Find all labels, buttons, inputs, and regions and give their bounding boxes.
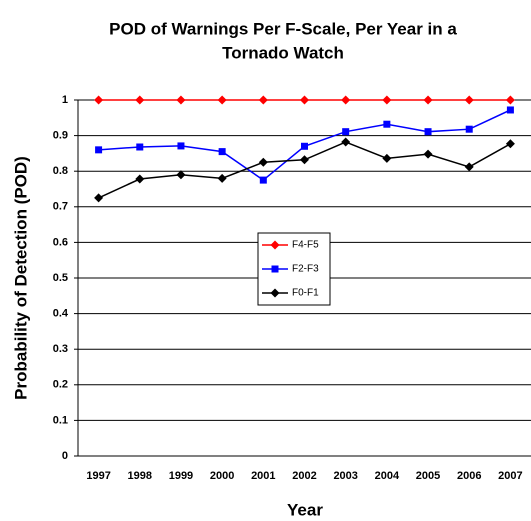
y-tick-label: 1 bbox=[62, 94, 68, 106]
data-point bbox=[424, 128, 432, 136]
y-tick-label: 0.5 bbox=[53, 272, 68, 284]
data-point bbox=[301, 142, 308, 150]
legend-label: F4-F5 bbox=[292, 240, 319, 251]
data-point bbox=[423, 149, 433, 159]
y-tick-label: 0.2 bbox=[53, 379, 68, 391]
x-tick-label: 2002 bbox=[292, 470, 316, 482]
data-point bbox=[95, 146, 103, 154]
x-tick-label: 2000 bbox=[210, 470, 234, 482]
data-point bbox=[177, 142, 185, 150]
data-point bbox=[94, 95, 104, 105]
data-point bbox=[218, 148, 226, 156]
x-tick-label: 1998 bbox=[128, 470, 152, 482]
series-line bbox=[98, 141, 511, 199]
y-tick-label: 0.1 bbox=[53, 414, 68, 426]
legend-marker bbox=[270, 288, 280, 298]
y-tick-label: 0.3 bbox=[53, 343, 68, 355]
data-point bbox=[217, 95, 227, 105]
legend-label: F2-F3 bbox=[292, 264, 319, 275]
x-tick-label: 2007 bbox=[498, 470, 522, 482]
data-point bbox=[259, 176, 267, 184]
data-point bbox=[258, 157, 268, 167]
data-point bbox=[464, 162, 474, 172]
data-point bbox=[135, 174, 145, 184]
legend-marker bbox=[270, 240, 280, 250]
x-tick-label: 2003 bbox=[333, 470, 357, 482]
x-tick-label: 2006 bbox=[457, 470, 481, 482]
y-tick-label: 0.8 bbox=[53, 165, 68, 177]
y-tick-label: 0.7 bbox=[53, 201, 68, 213]
x-tick-label: 2004 bbox=[375, 470, 400, 482]
data-point bbox=[505, 139, 515, 149]
data-point bbox=[382, 95, 392, 105]
x-axis-label: Year bbox=[287, 500, 323, 519]
y-tick-label: 0.6 bbox=[53, 236, 68, 248]
x-tick-label: 2001 bbox=[251, 470, 275, 482]
y-tick-label: 0 bbox=[62, 450, 68, 462]
data-point bbox=[506, 106, 514, 114]
chart-title: POD of Warnings Per F-Scale, Per Year in… bbox=[109, 19, 457, 38]
data-point bbox=[382, 153, 392, 163]
chart-title: Tornado Watch bbox=[222, 43, 344, 62]
data-point bbox=[94, 193, 104, 203]
data-point bbox=[136, 143, 144, 151]
data-point bbox=[505, 95, 515, 105]
data-point bbox=[465, 125, 473, 133]
y-tick-label: 0.4 bbox=[53, 308, 69, 320]
data-point bbox=[383, 120, 391, 128]
data-point bbox=[300, 95, 309, 105]
data-point bbox=[217, 173, 227, 183]
data-point bbox=[300, 155, 309, 165]
data-point bbox=[423, 95, 433, 105]
data-point bbox=[342, 128, 350, 136]
y-tick-label: 0.9 bbox=[53, 130, 68, 142]
data-point bbox=[176, 170, 186, 180]
x-tick-label: 1997 bbox=[86, 470, 110, 482]
legend-marker bbox=[271, 265, 279, 273]
x-tick-label: 2005 bbox=[416, 470, 440, 482]
data-point bbox=[341, 137, 351, 147]
data-point bbox=[464, 95, 474, 105]
data-point bbox=[258, 95, 268, 105]
x-tick-label: 1999 bbox=[169, 470, 193, 482]
y-axis-label: Probability of Detection (POD) bbox=[11, 156, 30, 400]
legend-label: F0-F1 bbox=[292, 288, 319, 299]
data-point bbox=[341, 95, 351, 105]
data-point bbox=[135, 95, 145, 105]
data-point bbox=[176, 95, 186, 105]
